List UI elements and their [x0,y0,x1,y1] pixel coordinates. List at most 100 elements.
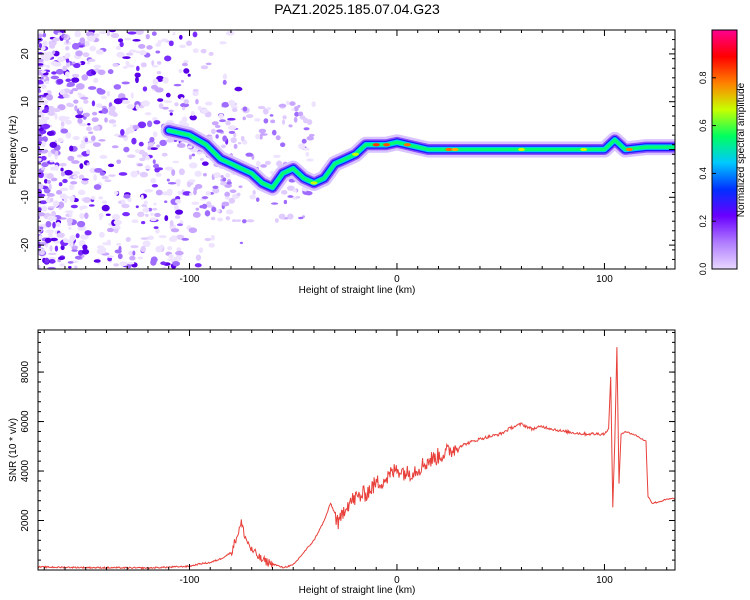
speckle-blob [161,152,168,157]
speckle-blob [216,129,224,133]
speckle-blob [79,163,84,170]
speckle-blob [255,133,261,140]
speckle-blob [71,77,80,83]
speckle-blob [245,114,254,119]
speckle-blob [298,216,304,220]
speckle-blob [222,73,228,80]
speckle-blob [183,99,189,104]
speckle-blob [91,111,98,116]
speckle-blob [106,90,111,97]
spectrogram-y-tick-label: 0 [20,146,31,152]
speckle-blob [205,191,211,196]
speckle-blob [88,204,95,207]
speckle-blob [98,217,103,221]
speckle-blob [192,88,199,92]
speckle-blob [65,58,70,63]
speckle-blob [44,107,50,111]
speckle-blob [204,101,213,106]
ridge-hotspot [383,143,391,147]
speckle-blob [38,212,45,217]
speckle-blob [135,76,139,84]
speckle-blob [168,236,178,242]
speckle-blob [110,32,120,39]
speckle-blob [180,102,190,108]
colorbar-gradient [711,29,738,270]
speckle-blob [168,40,174,47]
speckle-blob [78,174,85,180]
speckle-blob [210,234,215,241]
speckle-blob [204,237,212,242]
speckle-blob [62,65,68,72]
speckle-blob [239,241,244,245]
speckle-blob [81,74,89,81]
speckle-blob [135,30,144,35]
speckle-blob [77,118,83,124]
speckle-blob [114,249,122,254]
speckle-blob [38,118,43,125]
speckle-blob [173,204,179,211]
snr-x-tick-label: 100 [596,575,613,586]
speckle-blob [38,234,43,241]
speckle-blob [274,218,279,223]
speckle-blob [222,135,228,142]
speckle-blob [79,206,84,211]
speckle-blob [195,254,202,261]
speckle-blob [140,245,146,253]
speckle-blob [150,259,157,266]
speckle-blob [93,125,101,131]
speckle-blob [225,120,231,126]
spectrogram-y-tick-label: -20 [20,237,31,252]
speckle-blob [122,211,130,217]
snr-frame [37,329,676,571]
speckle-blob [43,178,48,184]
speckle-blob [188,162,198,169]
speckle-blob [305,151,310,157]
speckle-blob [211,121,219,126]
colorbar-tick-label: 0.2 [698,215,708,228]
speckle-blob [286,185,295,191]
speckle-blob [154,87,164,93]
speckle-blob [120,129,125,136]
speckle-blob [224,196,231,200]
speckle-blob [131,137,137,145]
speckle-blob [229,189,237,193]
speckle-blob [188,154,192,160]
speckle-blob [142,86,148,92]
ridge-hotspot [451,147,459,152]
speckle-blob [68,240,74,247]
speckle-blob [77,189,86,196]
speckle-blob [219,119,227,123]
speckle-blob [187,73,191,77]
speckle-blob [172,160,180,164]
speckle-blob [301,138,307,144]
speckle-blob [298,143,306,150]
speckle-blob [153,226,159,229]
speckle-blob [46,173,54,180]
speckle-blob [293,116,298,123]
speckle-blob [144,165,151,170]
speckle-blob [161,266,167,269]
speckle-blob [175,250,184,256]
speckle-blob [192,31,198,38]
speckle-blob [225,216,231,221]
speckle-blob [48,258,56,264]
spectrogram-y-axis: -20 -10 0 10 20 [20,29,675,270]
speckle-blob [194,170,202,177]
speckle-blob [112,226,118,230]
speckle-blob [233,132,237,138]
speckle-blob [144,189,154,193]
speckle-blob [59,263,66,267]
snr-y-tick-label: 4000 [20,459,31,482]
speckle-blob [46,131,55,136]
speckle-blob [151,65,159,68]
speckle-blob [59,187,69,192]
speckle-blob [38,141,42,145]
speckle-blob [121,99,131,105]
speckle-blob [73,62,81,69]
speckle-blob [151,31,157,36]
speckle-blob [39,250,45,256]
ridge-hotspot [403,143,411,147]
speckle-blob [159,139,167,147]
spectrogram-x-tick-label: 100 [596,274,613,285]
ridge-band-layer [167,128,675,190]
